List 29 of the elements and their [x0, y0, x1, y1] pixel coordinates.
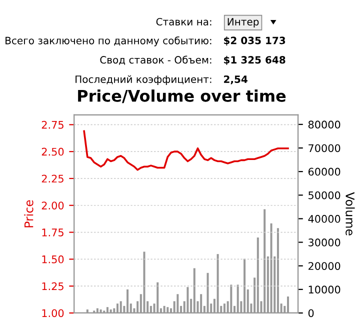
- y-tick-label: 1.50: [42, 255, 64, 264]
- text: Последний коэффициент:: [76, 75, 212, 85]
- y2-tick-label: 80000: [308, 120, 340, 129]
- text: Всего заключено по данному событию:: [6, 36, 212, 46]
- y2-tick-label: 20000: [308, 262, 340, 270]
- y-tick-label: 1.75: [42, 228, 64, 236]
- y-tick-label: 2.75: [42, 120, 64, 129]
- y2-tick-label: 70000: [308, 144, 340, 152]
- text: Интер: [228, 18, 259, 28]
- text: $2 035 173: [224, 36, 286, 46]
- y-tick-label: 1.00: [42, 309, 64, 318]
- y2-axis-title: Volume: [346, 192, 355, 236]
- y2-tick-label: 50000: [308, 191, 340, 200]
- y2-tick-label: 0: [308, 309, 314, 318]
- text: Свод ставок - Объем:: [100, 56, 212, 65]
- text: $1 325 648: [224, 56, 286, 65]
- y-tick-label: 1.25: [42, 282, 64, 290]
- y2-tick-label: 10000: [308, 286, 340, 294]
- y-tick-label: 2.50: [42, 148, 64, 156]
- y2-tick-label: 30000: [308, 238, 340, 246]
- text: 2,54: [224, 75, 248, 84]
- text: Ставки на:: [156, 18, 212, 26]
- y2-tick-label: 40000: [308, 214, 340, 223]
- chart-title: Price/Volume over time: [78, 90, 286, 104]
- line-series: [83, 130, 289, 171]
- y-axis-title: Price: [24, 200, 34, 228]
- y-tick-label: 2.00: [42, 202, 64, 210]
- y2-tick-label: 60000: [308, 168, 340, 176]
- y-tick-label: 2.25: [42, 174, 64, 183]
